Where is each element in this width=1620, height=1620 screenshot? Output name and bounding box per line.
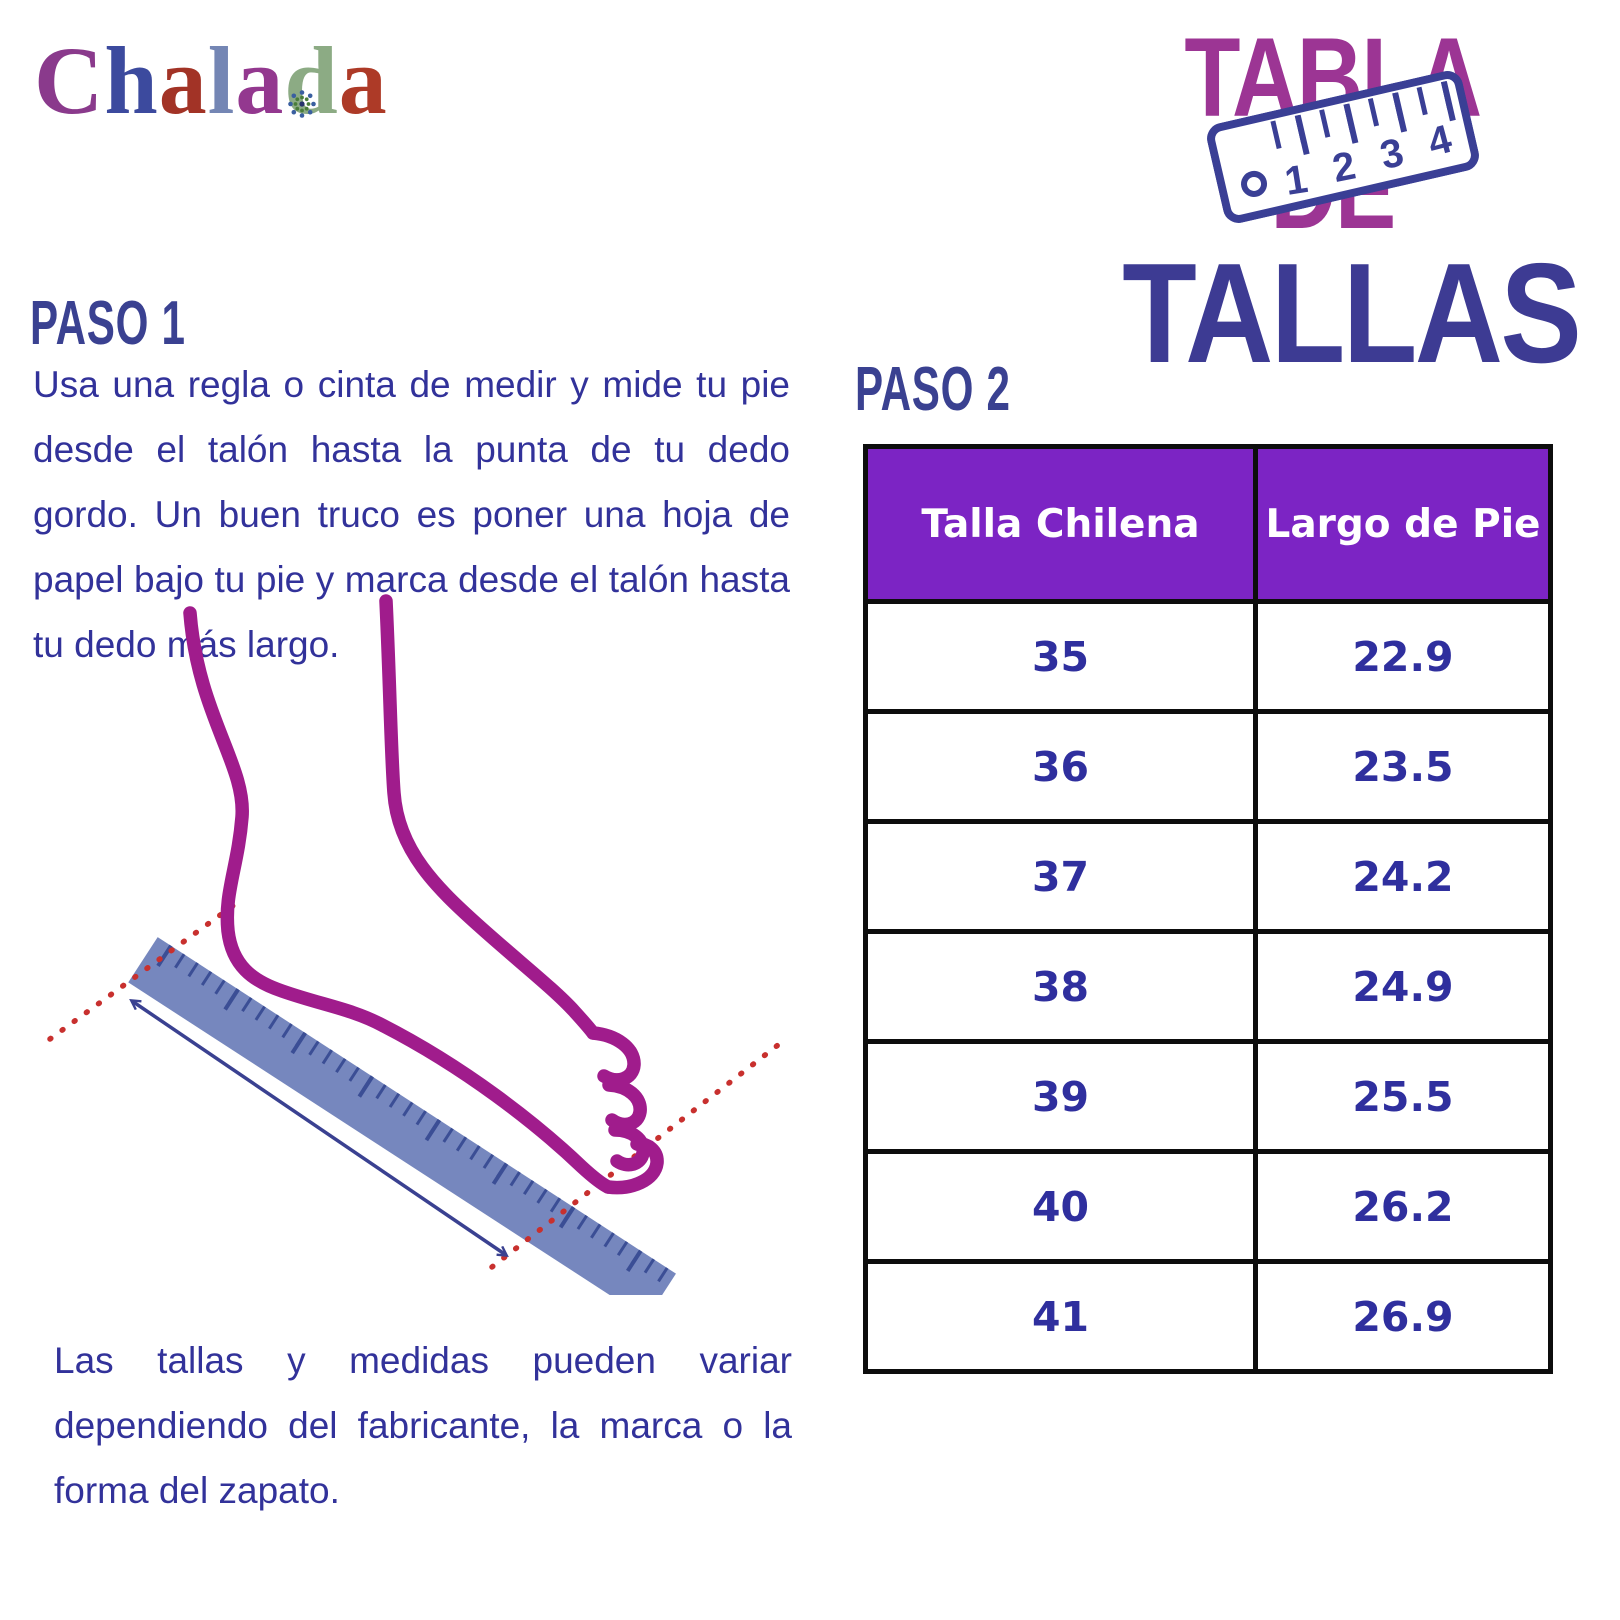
logo-letter-d: d (284, 27, 339, 134)
page-title: TABLA DE TALLAS (1085, 22, 1582, 393)
logo-letter: a (158, 27, 208, 134)
table-cell-size: 41 (868, 1264, 1253, 1369)
table-header-talla-chilena: Talla Chilena (868, 449, 1253, 599)
table-cell-length: 24.9 (1258, 934, 1548, 1039)
table-cell-length: 25.5 (1258, 1044, 1548, 1149)
table-cell-length: 26.2 (1258, 1154, 1548, 1259)
foot-outline (183, 594, 664, 1195)
logo-letter: l (207, 27, 236, 134)
logo-letter: a (338, 27, 388, 134)
table-header-largo-de-pie: Largo de Pie (1258, 449, 1548, 599)
logo-letter: a (235, 27, 285, 134)
table-cell-length: 26.9 (1258, 1264, 1548, 1369)
size-table: Talla Chilena Largo de Pie 35 22.9 36 23… (863, 444, 1553, 1374)
table-cell-size: 40 (868, 1154, 1253, 1259)
logo-letter: h (104, 27, 159, 134)
foot-measurement-illustration (47, 594, 780, 1295)
flower-ornament-icon (288, 90, 317, 118)
brand-logo: Chalad a (34, 26, 388, 136)
ruler-icon: 1 2 3 4 (1207, 71, 1479, 223)
table-cell-length: 24.2 (1258, 824, 1548, 929)
disclaimer-text: Las tallas y medidas pueden variar depen… (54, 1340, 792, 1511)
step1-heading: PASO 1 (30, 289, 186, 358)
table-cell-size: 37 (868, 824, 1253, 929)
table-cell-size: 36 (868, 714, 1253, 819)
table-cell-length: 23.5 (1258, 714, 1548, 819)
step1-body: Usa una regla o cinta de medir y mide tu… (33, 364, 790, 665)
table-cell-size: 38 (868, 934, 1253, 1039)
measuring-ruler (128, 937, 676, 1295)
step2-heading: PASO 2 (855, 355, 1011, 424)
measurement-arrow (132, 1001, 506, 1255)
table-cell-length: 22.9 (1258, 604, 1548, 709)
title-line-2: TALLAS (1122, 234, 1582, 393)
logo-letter: C (34, 27, 105, 134)
table-cell-size: 39 (868, 1044, 1253, 1149)
table-cell-size: 35 (868, 604, 1253, 709)
